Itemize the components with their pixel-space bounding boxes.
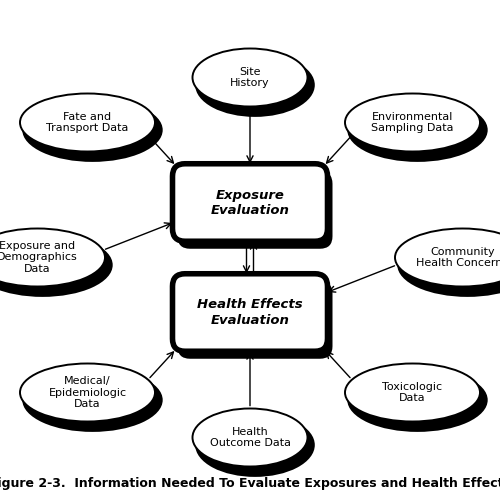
Ellipse shape — [20, 364, 155, 422]
Text: Community
Health Concerns: Community Health Concerns — [416, 246, 500, 268]
Ellipse shape — [348, 98, 488, 162]
Ellipse shape — [192, 408, 308, 467]
Ellipse shape — [0, 233, 112, 297]
Ellipse shape — [195, 413, 315, 477]
Text: Environmental
Sampling Data: Environmental Sampling Data — [371, 112, 454, 134]
Ellipse shape — [345, 94, 480, 152]
Ellipse shape — [345, 364, 480, 422]
Ellipse shape — [20, 94, 155, 152]
Text: Health
Outcome Data: Health Outcome Data — [210, 426, 290, 448]
Text: Figure 2-3.  Information Needed To Evaluate Exposures and Health Effects: Figure 2-3. Information Needed To Evalua… — [0, 478, 500, 490]
Ellipse shape — [395, 228, 500, 286]
Ellipse shape — [0, 228, 105, 286]
Text: Fate and
Transport Data: Fate and Transport Data — [46, 112, 128, 134]
Text: Toxicologic
Data: Toxicologic Data — [382, 382, 442, 404]
FancyBboxPatch shape — [178, 171, 332, 249]
Ellipse shape — [22, 98, 162, 162]
Ellipse shape — [195, 53, 315, 117]
Text: Health Effects
Evaluation: Health Effects Evaluation — [197, 298, 303, 326]
Text: Exposure
Evaluation: Exposure Evaluation — [210, 188, 290, 216]
Text: Site
History: Site History — [230, 66, 270, 88]
FancyBboxPatch shape — [172, 164, 328, 242]
FancyBboxPatch shape — [172, 274, 328, 351]
Text: Exposure and
Demographics
Data: Exposure and Demographics Data — [0, 241, 78, 274]
FancyBboxPatch shape — [178, 281, 332, 359]
Ellipse shape — [22, 368, 162, 432]
Ellipse shape — [348, 368, 488, 432]
Text: Medical/
Epidemiologic
Data: Medical/ Epidemiologic Data — [48, 376, 126, 409]
Ellipse shape — [398, 233, 500, 297]
Ellipse shape — [192, 48, 308, 106]
